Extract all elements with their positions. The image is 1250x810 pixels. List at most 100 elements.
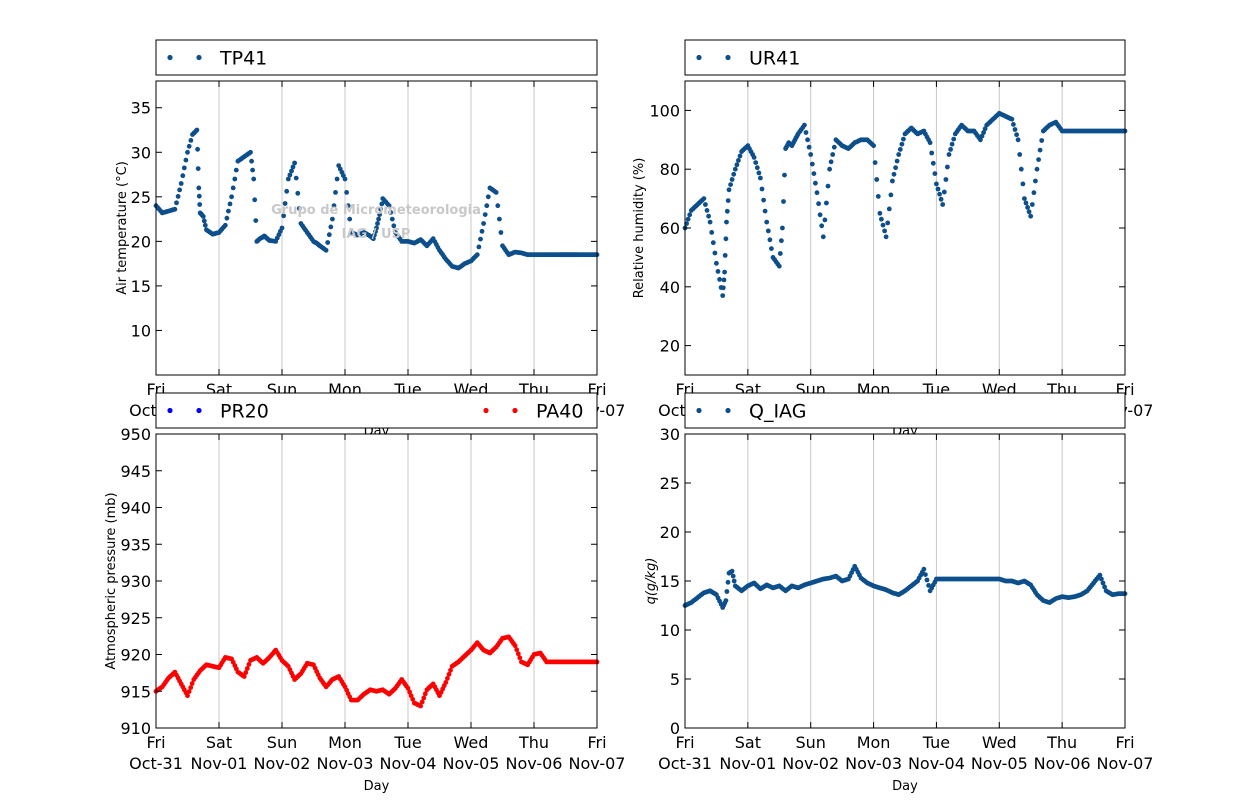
plot-area — [685, 434, 1125, 728]
x-tick-day: Sun — [795, 733, 825, 752]
data-point-ur41 — [1029, 202, 1035, 207]
x-tick-date: Nov-02 — [782, 754, 839, 773]
data-point-tp41 — [484, 203, 490, 209]
data-point-ur41 — [1020, 181, 1026, 187]
legend-marker — [725, 54, 731, 61]
data-point-tp41 — [186, 143, 192, 149]
legend-marker — [167, 54, 173, 61]
watermark-line2: IAG / USP — [342, 227, 411, 242]
data-point-pa40 — [422, 691, 428, 697]
data-point-ur41 — [941, 189, 947, 195]
data-point-ur41 — [729, 177, 735, 182]
data-point-ur41 — [754, 165, 760, 171]
data-point-pa40 — [407, 689, 412, 695]
data-point-ur41 — [949, 141, 955, 147]
data-point-q_iag — [921, 566, 927, 572]
data-point-pa40 — [189, 681, 195, 686]
data-point-ur41 — [943, 177, 949, 182]
x-tick-day: Thu — [1046, 733, 1077, 752]
data-point-ur41 — [767, 237, 773, 243]
data-point-tp41 — [295, 190, 301, 196]
data-point-ur41 — [1026, 209, 1032, 215]
data-point-ur41 — [929, 150, 935, 156]
data-point-tp41 — [344, 190, 349, 195]
data-point-ur41 — [883, 234, 889, 240]
x-tick-date: Nov-03 — [317, 754, 374, 773]
x-tick-date: Nov-07 — [1097, 754, 1154, 773]
data-point-tp41 — [180, 173, 186, 179]
data-point-ur41 — [822, 217, 828, 223]
data-point-ur41 — [723, 236, 729, 242]
data-point-tp41 — [493, 190, 499, 195]
data-point-ur41 — [896, 152, 902, 157]
data-point-ur41 — [831, 144, 837, 150]
data-point-ur41 — [715, 269, 721, 274]
y-axis-label: Air temperature (°C) — [115, 161, 130, 295]
data-point-ur41 — [761, 197, 766, 203]
series-points — [682, 563, 1128, 610]
data-point-tp41 — [497, 216, 502, 222]
data-point-ur41 — [901, 136, 906, 142]
x-tick-day: Mon — [328, 733, 362, 752]
legend-label: Q_IAG — [749, 401, 806, 423]
y-tick-label: 5 — [670, 670, 680, 689]
data-point-ur41 — [1034, 166, 1040, 172]
x-tick-date: Nov-01 — [191, 754, 248, 773]
data-point-ur41 — [722, 269, 727, 275]
data-point-ur41 — [827, 166, 832, 172]
data-point-ur41 — [1025, 205, 1030, 210]
data-point-ur41 — [872, 160, 878, 166]
data-point-tp41 — [177, 187, 183, 193]
y-tick-label: 20 — [131, 232, 151, 251]
x-axis-label: Day — [892, 779, 918, 794]
legend-label: TP41 — [219, 48, 267, 70]
data-point-tp41 — [347, 216, 353, 222]
data-point-ur41 — [813, 180, 818, 186]
legend-marker — [196, 54, 202, 61]
data-point-ur41 — [819, 223, 825, 229]
data-point-ur41 — [706, 213, 711, 219]
data-point-pa40 — [419, 699, 425, 705]
data-point-ur41 — [891, 171, 897, 177]
x-tick-date: Nov-06 — [1034, 754, 1091, 773]
data-point-ur41 — [816, 201, 821, 207]
data-point-tp41 — [377, 212, 382, 218]
data-point-ur41 — [803, 130, 809, 135]
data-point-ur41 — [978, 137, 983, 143]
data-point-q_iag — [1097, 572, 1103, 578]
data-point-ur41 — [762, 208, 768, 214]
data-point-q_iag — [725, 579, 731, 585]
data-point-ur41 — [769, 246, 774, 252]
legend-marker — [696, 407, 702, 414]
data-point-ur41 — [1022, 196, 1027, 202]
data-point-ur41 — [814, 190, 820, 196]
legend-marker — [167, 407, 173, 414]
data-point-ur41 — [1037, 147, 1043, 153]
data-point-ur41 — [930, 160, 936, 166]
data-point-tp41 — [195, 166, 201, 172]
data-point-tp41 — [388, 210, 394, 215]
legend-box — [684, 39, 1126, 76]
data-point-ur41 — [720, 285, 726, 291]
data-point-pa40 — [241, 674, 247, 679]
chart-temp: 101520253035FriOct-31SatNov-01SunNov-02M… — [115, 39, 625, 439]
data-point-tp41 — [195, 146, 201, 152]
data-point-tp41 — [253, 218, 259, 224]
data-point-tp41 — [196, 185, 202, 191]
data-point-tp41 — [248, 149, 253, 155]
data-point-ur41 — [753, 160, 759, 166]
data-point-ur41 — [1033, 178, 1038, 184]
data-point-ur41 — [1017, 152, 1023, 157]
data-point-tp41 — [333, 190, 338, 195]
data-point-tp41 — [196, 193, 202, 199]
data-point-ur41 — [717, 277, 722, 282]
data-point-ur41 — [811, 171, 817, 177]
data-point-tp41 — [251, 176, 257, 182]
data-point-ur41 — [687, 212, 693, 218]
data-point-tp41 — [175, 194, 181, 199]
series-points — [153, 127, 600, 271]
x-tick-day: Tue — [393, 733, 421, 752]
x-tick-date: Oct-31 — [658, 754, 712, 773]
x-tick-date: Nov-01 — [719, 754, 776, 773]
data-point-tp41 — [181, 165, 187, 171]
